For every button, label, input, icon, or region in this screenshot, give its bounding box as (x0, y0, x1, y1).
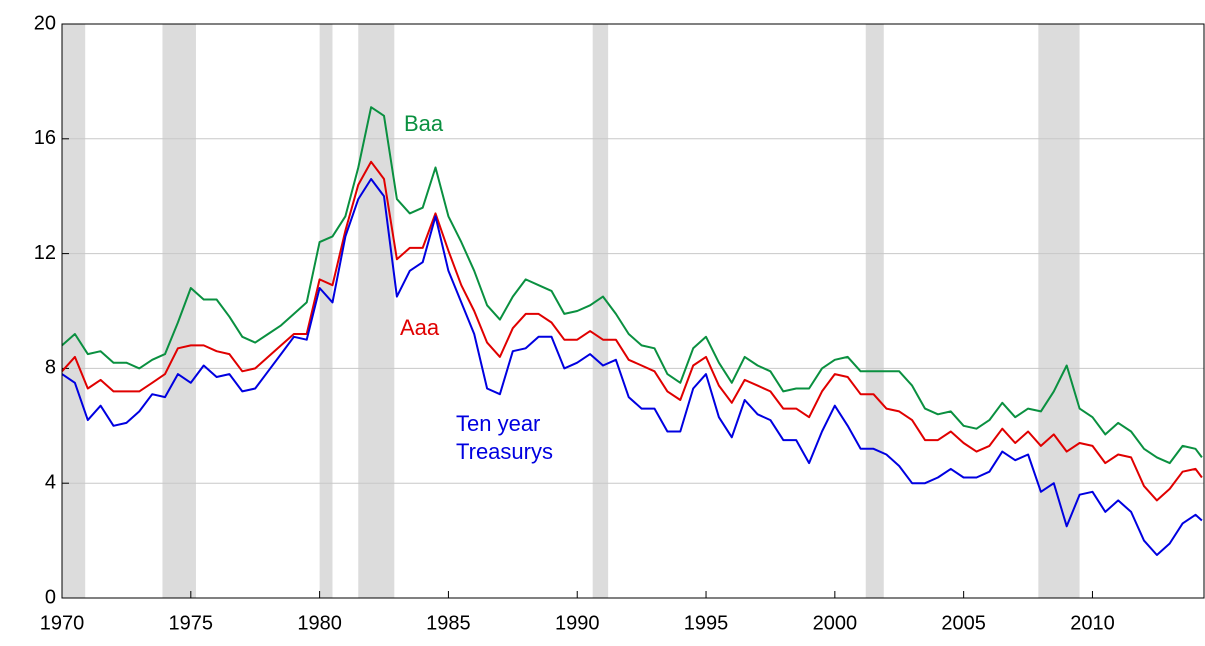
y-tick-label: 12 (34, 242, 56, 264)
series-line (61, 106, 1203, 465)
series-line (61, 160, 1203, 502)
series-label: Aaa (400, 315, 440, 340)
series-label: Baa (404, 111, 444, 136)
plot-frame (61, 23, 1205, 599)
recession-band (162, 24, 196, 598)
x-tick-label: 2005 (941, 612, 986, 634)
recession-band (358, 24, 395, 598)
x-tick-label: 2000 (813, 612, 858, 634)
y-tick-label: 4 (45, 471, 56, 493)
y-tick-label: 20 (34, 12, 56, 34)
series-line (61, 178, 1203, 556)
x-tick-label: 1970 (40, 612, 85, 634)
series-label-text: Aaa (400, 315, 440, 340)
recession-band (319, 24, 333, 598)
series-label: Ten year Treasurys (456, 411, 553, 464)
series-label-text: Ten year Treasurys (456, 411, 553, 464)
y-tick-label: 8 (45, 357, 56, 379)
x-tick-label: 1995 (684, 612, 729, 634)
series-label-text: Baa (404, 111, 444, 136)
x-tick-label: 1975 (169, 612, 214, 634)
x-tick-label: 1990 (555, 612, 600, 634)
x-tick-label: 1985 (426, 612, 471, 634)
recession-band (865, 24, 884, 598)
x-tick-label: 2010 (1070, 612, 1115, 634)
y-tick-label: 0 (45, 586, 56, 608)
recession-band (62, 24, 86, 598)
recession-band (592, 24, 609, 598)
y-tick-label: 16 (34, 127, 56, 149)
x-tick-label: 1980 (297, 612, 342, 634)
